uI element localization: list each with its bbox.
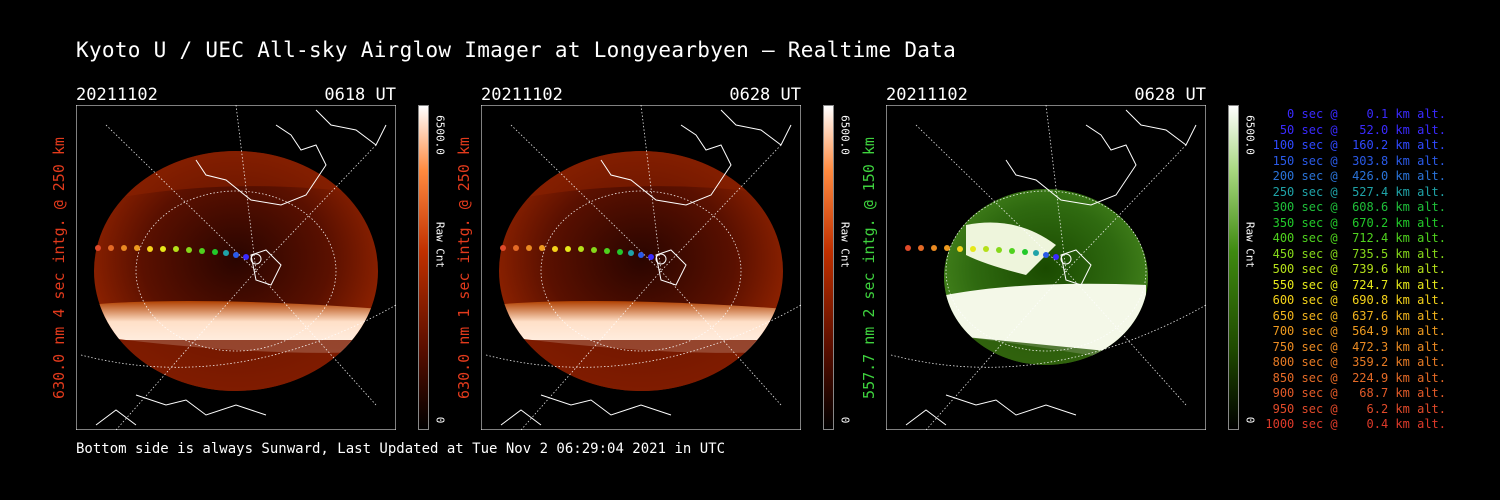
trajectory-dots <box>500 245 667 265</box>
side-label-text: 557.7 nm 2 sec intg. @ 150 km <box>860 136 878 399</box>
legend-row: 50 sec @ 52.0 km alt. <box>1265 122 1446 137</box>
panel-side-label: 557.7 nm 2 sec intg. @ 150 km <box>858 105 880 430</box>
panel-side-label: 630.0 nm 4 sec intg. @ 250 km <box>48 105 70 430</box>
colorbar-label-text: Raw Cnt <box>838 221 852 269</box>
legend-row: 100 sec @ 160.2 km alt. <box>1265 138 1446 152</box>
allsky-image-630nm-1s <box>481 105 801 430</box>
colorbar-max-text: 6500.0 <box>1243 115 1257 155</box>
colorbar-max: 6500.0 <box>433 105 447 165</box>
colorbar-min: 0 <box>838 410 852 430</box>
colorbar-label: Raw Cnt <box>1243 215 1257 275</box>
panel-time: 0628 UT <box>1134 85 1206 105</box>
trajectory-dots <box>95 245 262 265</box>
legend-row: 600 sec @ 690.8 km alt. <box>1265 293 1446 307</box>
colorbar-min: 0 <box>1243 410 1257 430</box>
legend-row: 400 sec @ 712.4 km alt. <box>1265 231 1446 245</box>
legend-row: 0 sec @ 0.1 km alt. <box>1265 107 1446 121</box>
colorbar-min: 0 <box>433 410 447 430</box>
legend-row: 650 sec @ 637.6 km alt. <box>1265 308 1446 323</box>
colorbar-max-text: 6500.0 <box>838 115 852 155</box>
colorbar-label-text: Raw Cnt <box>433 221 447 269</box>
trajectory-legend: 0 sec @ 0.1 km alt. 50 sec @ 52.0 km alt… <box>1262 107 1446 433</box>
panel-time: 0618 UT <box>324 85 396 105</box>
trajectory-dots <box>905 245 1072 265</box>
side-label-text: 630.0 nm 1 sec intg. @ 250 km <box>455 136 473 399</box>
legend-row: 350 sec @ 670.2 km alt. <box>1265 215 1446 230</box>
colorbar-label: Raw Cnt <box>838 215 852 275</box>
legend-row: 550 sec @ 724.7 km alt. <box>1265 277 1446 292</box>
footer-note: Bottom side is always Sunward, Last Upda… <box>76 441 726 457</box>
legend-row: 850 sec @ 224.9 km alt. <box>1265 370 1446 385</box>
airglow-panel-3: 20211102 0628 UT 557.7 nm 2 sec intg. @ … <box>860 85 1257 430</box>
legend-row: 800 sec @ 359.2 km alt. <box>1265 355 1446 369</box>
panel-date: 20211102 <box>76 85 158 105</box>
legend-row: 150 sec @ 303.8 km alt. <box>1265 153 1446 168</box>
legend-row: 200 sec @ 426.0 km alt. <box>1265 169 1446 183</box>
colorbar-label-text: Raw Cnt <box>1243 221 1257 269</box>
colorbar-max-text: 6500.0 <box>433 115 447 155</box>
legend-row: 450 sec @ 735.5 km alt. <box>1265 246 1446 261</box>
colorbar-min-text: 0 <box>433 416 447 424</box>
legend-row: 300 sec @ 608.6 km alt. <box>1265 200 1446 214</box>
legend-row: 950 sec @ 6.2 km alt. <box>1265 401 1446 416</box>
colorbar <box>823 105 834 430</box>
panel-date: 20211102 <box>886 85 968 105</box>
panel-time: 0628 UT <box>729 85 801 105</box>
panel-date: 20211102 <box>481 85 563 105</box>
colorbar-max: 6500.0 <box>838 105 852 165</box>
legend-row: 1000 sec @ 0.4 km alt. <box>1265 417 1446 431</box>
allsky-image-557nm-2s <box>886 105 1206 430</box>
colorbar-label: Raw Cnt <box>433 215 447 275</box>
colorbar <box>418 105 429 430</box>
colorbar <box>1228 105 1239 430</box>
legend-row: 750 sec @ 472.3 km alt. <box>1265 339 1446 354</box>
colorbar-min-text: 0 <box>1243 416 1257 424</box>
side-label-text: 630.0 nm 4 sec intg. @ 250 km <box>50 136 68 399</box>
panel-side-label: 630.0 nm 1 sec intg. @ 250 km <box>453 105 475 430</box>
airglow-panel-1: 20211102 0618 UT 630.0 nm 4 sec intg. @ … <box>50 85 447 430</box>
legend-row: 250 sec @ 527.4 km alt. <box>1265 184 1446 199</box>
legend-row: 500 sec @ 739.6 km alt. <box>1265 262 1446 276</box>
legend-row: 700 sec @ 564.9 km alt. <box>1265 324 1446 338</box>
legend-row: 900 sec @ 68.7 km alt. <box>1265 386 1446 400</box>
colorbar-max: 6500.0 <box>1243 105 1257 165</box>
allsky-image-630nm-4s <box>76 105 396 430</box>
colorbar-min-text: 0 <box>838 416 852 424</box>
airglow-panel-2: 20211102 0628 UT 630.0 nm 1 sec intg. @ … <box>455 85 852 430</box>
page-title: Kyoto U / UEC All-sky Airglow Imager at … <box>76 38 957 62</box>
